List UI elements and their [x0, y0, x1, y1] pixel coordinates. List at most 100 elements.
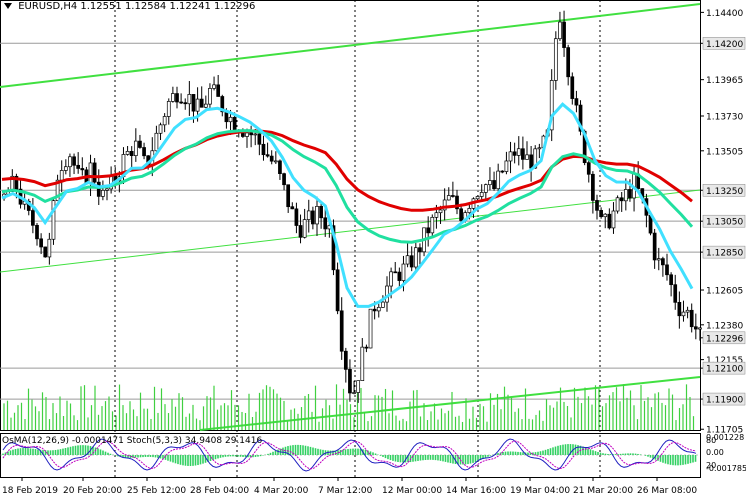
candle: [603, 213, 608, 229]
candle: [142, 142, 146, 160]
close-value: 1.12296: [214, 1, 256, 12]
candle: [689, 303, 694, 333]
candle: [409, 246, 414, 272]
candle-body: [558, 21, 562, 40]
candle: [261, 135, 266, 161]
candle: [611, 202, 616, 234]
candle-body: [138, 140, 142, 148]
candle: [286, 184, 291, 213]
candle: [179, 93, 183, 105]
candle-body: [475, 196, 480, 200]
candle-body: [430, 216, 435, 234]
candle: [31, 198, 35, 234]
candle: [216, 74, 221, 97]
candle: [183, 98, 188, 110]
candle-body: [273, 160, 278, 163]
candle-body: [512, 151, 517, 156]
candle: [269, 150, 274, 165]
candle-body: [492, 180, 496, 190]
candle-body: [269, 155, 274, 162]
candle: [273, 151, 278, 164]
price-label-box: [702, 37, 746, 50]
candle: [516, 136, 521, 166]
time-label: 28 Feb 04:00: [190, 486, 249, 496]
price-label: 1.14200: [706, 40, 743, 50]
candle: [488, 167, 492, 191]
candle-body: [451, 195, 455, 197]
candle-body: [335, 269, 340, 312]
candle: [591, 171, 595, 214]
candle-body: [59, 170, 64, 181]
candle: [92, 158, 97, 187]
time-label: 19 Mar 04:00: [510, 486, 570, 496]
stoch-level-label: 20: [706, 461, 716, 470]
candle: [133, 128, 138, 162]
candle-body: [315, 206, 319, 225]
candle: [343, 347, 348, 383]
candle: [504, 151, 509, 175]
price-label: 1.12605: [706, 287, 743, 297]
price-label: 1.12380: [706, 321, 743, 331]
candle-body: [331, 225, 336, 271]
channel-mid-line: [0, 189, 701, 273]
candle: [125, 145, 130, 156]
candle-body: [591, 173, 595, 201]
candle: [364, 344, 369, 353]
candle: [570, 72, 575, 105]
candle: [68, 153, 72, 177]
price-label-box: [702, 361, 746, 375]
candle-body: [129, 150, 134, 156]
candle: [656, 247, 661, 271]
candle-body: [393, 271, 398, 274]
candle: [282, 172, 286, 191]
candle: [553, 31, 558, 90]
candle: [63, 159, 68, 175]
candle-body: [405, 255, 410, 265]
candle: [175, 86, 179, 109]
candle: [413, 242, 418, 273]
candle-body: [154, 132, 159, 152]
candle-body: [253, 133, 258, 136]
candle-body: [298, 225, 303, 238]
candle-body: [166, 101, 171, 117]
candle-body: [319, 206, 323, 219]
candle-body: [179, 101, 183, 104]
candle: [459, 203, 463, 225]
candle-body: [669, 274, 673, 286]
oscillator-frame: [0, 433, 701, 478]
candle: [418, 243, 422, 265]
candle-body: [47, 238, 52, 258]
time-label: 7 Mar 12:00: [318, 486, 373, 496]
candle-body: [566, 47, 571, 78]
candle-body: [483, 184, 488, 193]
candle: [673, 274, 678, 310]
candle-body: [302, 219, 307, 238]
osc-label-bottom: -0.001785: [706, 464, 746, 473]
candle: [166, 98, 171, 125]
candle: [681, 300, 686, 322]
candle-body: [586, 162, 591, 175]
candle-body: [376, 307, 381, 312]
time-label: 21 Mar 20:00: [573, 486, 633, 496]
candle: [290, 202, 295, 210]
candle-body: [261, 143, 266, 156]
candle: [39, 233, 43, 255]
candle: [59, 160, 64, 193]
candle-body: [195, 98, 200, 112]
candle-body: [290, 206, 295, 210]
stoch-signal-line: [2, 440, 697, 470]
candle-body: [537, 147, 542, 150]
price-label-box: [702, 184, 746, 197]
candle-body: [619, 197, 624, 202]
candle-body: [525, 154, 529, 160]
candle: [669, 272, 673, 297]
candle-body: [245, 132, 249, 137]
candle: [352, 380, 356, 395]
candle: [43, 246, 48, 258]
candle: [599, 207, 603, 219]
price-label: 1.12296: [706, 334, 743, 344]
candle: [187, 81, 192, 116]
candle-body: [43, 246, 48, 258]
